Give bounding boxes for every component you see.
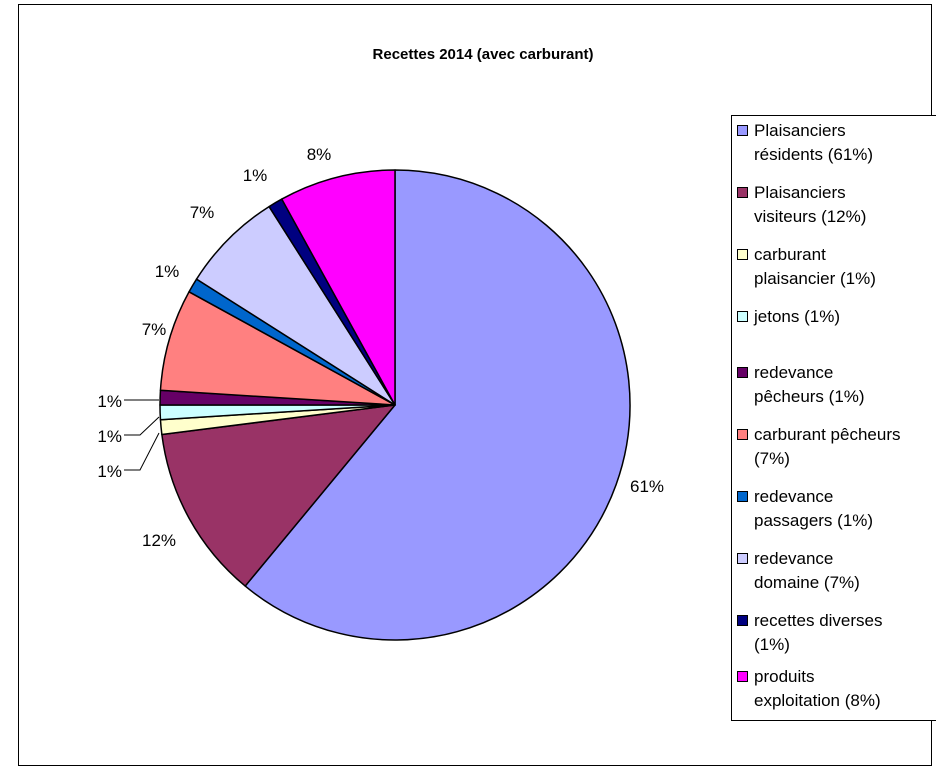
data-label-7: 1% [155,262,180,281]
chart-title: Recettes 2014 (avec carburant) [373,46,594,63]
legend-item-4: jetons (1%) [737,305,936,329]
legend-label-4: jetons (1%) [754,307,840,326]
data-label-1: 61% [630,477,664,496]
legend-item-5: redevance pêcheurs (1%) [737,361,936,409]
legend-swatch-6 [737,429,748,440]
legend-item-2: Plaisanciers visiteurs (12%) [737,181,936,229]
data-label-5: 1% [97,392,122,411]
legend-swatch-9 [737,615,748,626]
legend-label-5: redevance pêcheurs (1%) [754,363,865,406]
legend-label-9: recettes diverses (1%) [754,611,883,654]
legend-item-7: redevance passagers (1%) [737,485,936,533]
legend-swatch-1 [737,125,748,136]
legend-item-3: carburant plaisancier (1%) [737,243,936,291]
legend-item-6: carburant pêcheurs (7%) [737,423,936,471]
leader-lines [124,399,160,471]
data-label-2: 12% [142,531,176,550]
legend-label-3: carburant plaisancier (1%) [754,245,876,288]
pie-slice-10 [281,169,396,406]
chart-frame: Recettes 2014 (avec carburant) 61% 12% 1% 1… [18,4,936,766]
pie-slices [159,169,631,641]
legend-item-9: recettes diverses (1%) [737,609,936,657]
data-label-9: 1% [243,166,268,185]
legend-label-10: produits exploitation (8%) [754,667,881,710]
legend-swatch-8 [737,553,748,564]
legend-label-2: Plaisanciers visiteurs (12%) [754,183,867,226]
legend-label-6: carburant pêcheurs (7%) [754,425,901,468]
pie-chart: Recettes 2014 (avec carburant) 61% 12% 1% 1… [97,46,664,641]
legend-item-1: Plaisanciers résidents (61%) [737,119,936,167]
legend-swatch-5 [737,367,748,378]
legend-swatch-3 [737,249,748,260]
data-labels: 61% 12% 1% 1% 1% 7% 1% 7% 1% 8% [97,145,664,550]
legend-label-1: Plaisanciers résidents (61%) [754,121,874,164]
legend-item-8: redevance domaine (7%) [737,547,936,595]
legend-swatch-2 [737,187,748,198]
legend-swatch-10 [737,671,748,682]
pie-slice-8 [195,205,396,406]
data-label-4: 1% [97,427,122,446]
data-label-3: 1% [97,462,122,481]
legend-swatch-4 [737,311,748,322]
pie-slice-6 [159,291,396,406]
legend-label-7: redevance passagers (1%) [754,487,874,530]
legend-swatch-7 [737,491,748,502]
legend: Plaisanciers résidents (61%) Plaisanciers… [731,115,936,721]
legend-label-8: redevance domaine (7%) [754,549,860,592]
pie-slice-1 [244,169,631,641]
legend-item-10: produits exploitation (8%) [737,665,936,713]
data-label-8: 7% [190,203,215,222]
leader-line-4 [124,416,160,436]
leader-line-3 [124,432,160,471]
data-label-6: 7% [142,320,167,339]
data-label-10: 8% [307,145,332,164]
pie-slice-2 [161,404,396,587]
